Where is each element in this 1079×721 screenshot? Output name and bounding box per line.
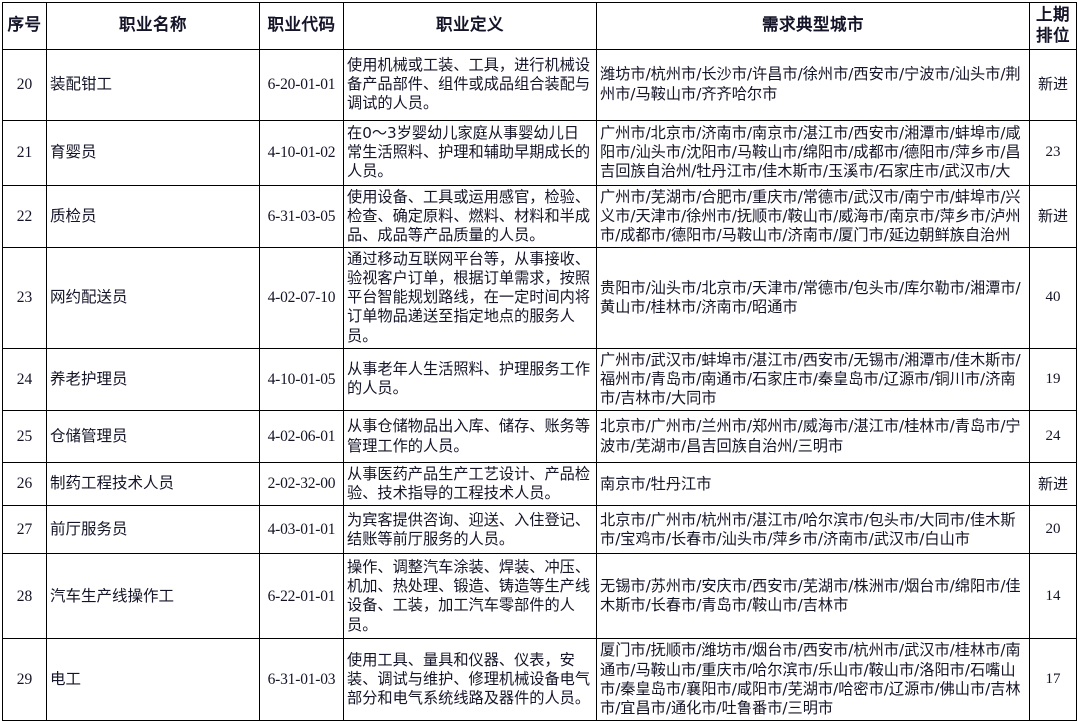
cell-previous-rank: 40 (1029, 246, 1077, 349)
cell-previous-rank: 17 (1029, 638, 1077, 721)
cell-occupation-definition: 操作、调整汽车涂装、焊装、冲压、机加、热处理、锻造、铸造等生产线设备、工装，加工… (343, 553, 597, 640)
cell-occupation-name: 网约配送员 (46, 246, 260, 349)
table-header: 序号 职业名称 职业代码 职业定义 需求典型城市 上期排位 (2, 2, 1077, 50)
cell-occupation-definition: 在0～3岁婴幼儿家庭从事婴幼儿日常生活照料、护理和辅助早期成长的人员。 (343, 119, 597, 186)
cell-demand-cities: 厦门市/抚顺市/潍坊市/烟台市/西安市/杭州市/武汉市/桂林市/南通市/马鞍山市… (596, 638, 1030, 721)
cell-occupation-name: 仓储管理员 (46, 410, 260, 464)
cell-demand-cities: 北京市/广州市/杭州市/湛江市/哈尔滨市/包头市/大同市/佳木斯市/宝鸡市/长春… (596, 505, 1030, 555)
cell-seq: 27 (2, 505, 47, 555)
cell-occupation-definition: 使用设备、工具或运用感官，检验、检查、确定原料、燃料、材料和半成品、成品等产品质… (343, 184, 597, 248)
column-header-definition: 职业定义 (343, 2, 597, 50)
cell-occupation-name: 质检员 (46, 184, 260, 248)
cell-occupation-code: 6-20-01-01 (259, 48, 344, 121)
column-header-name: 职业名称 (46, 2, 260, 50)
cell-seq: 21 (2, 119, 47, 186)
cell-occupation-name: 装配钳工 (46, 48, 260, 121)
table-row: 26 制药工程技术人员 2-02-32-00 从事医药产品生产工艺设计、产品检验、技术… (2, 462, 1077, 507)
cell-demand-cities: 南京市/牡丹江市 (596, 462, 1030, 507)
cell-demand-cities: 广州市/北京市/济南市/南京市/湛江市/西安市/湘潭市/蚌埠市/咸阳市/汕头市/… (596, 119, 1030, 186)
cell-seq: 29 (2, 638, 47, 721)
table-row: 28 汽车生产线操作工 6-22-01-01 操作、调整汽车涂装、焊装、冲压、机加、热… (2, 553, 1077, 640)
cell-occupation-definition: 从事仓储物品出入库、储存、账务等管理工作的人员。 (343, 410, 597, 464)
cell-occupation-definition: 使用机械或工装、工具，进行机械设备产品部件、组件或成品组合装配与调试的人员。 (343, 48, 597, 121)
table-body: 20 装配钳工 6-20-01-01 使用机械或工装、工具，进行机械设备产品部件、组件… (2, 48, 1077, 721)
table-header-row: 序号 职业名称 职业代码 职业定义 需求典型城市 上期排位 (2, 2, 1077, 50)
cell-occupation-code: 4-02-06-01 (259, 410, 344, 464)
table-row: 25 仓储管理员 4-02-06-01 从事仓储物品出入库、储存、账务等管理工作的人员… (2, 410, 1077, 464)
cell-occupation-code: 4-10-01-02 (259, 119, 344, 186)
cell-demand-cities: 潍坊市/杭州市/长沙市/许昌市/徐州市/西安市/宁波市/汕头市/荆州市/马鞍山市… (596, 48, 1030, 121)
cell-occupation-definition: 使用工具、量具和仪器、仪表，安装、调试与维护、修理机械设备电气部分和电气系统线路… (343, 638, 597, 721)
cell-occupation-definition: 为宾客提供咨询、迎送、入住登记、结账等前厅服务的人员。 (343, 505, 597, 555)
cell-previous-rank: 20 (1029, 505, 1077, 555)
cell-occupation-definition: 通过移动互联网平台等，从事接收、验视客户订单，根据订单需求，按照平台智能规划路线… (343, 246, 597, 349)
cell-previous-rank: 14 (1029, 553, 1077, 640)
column-header-code: 职业代码 (259, 2, 344, 50)
column-header-seq: 序号 (2, 2, 47, 50)
cell-occupation-code: 2-02-32-00 (259, 462, 344, 507)
table-row: 29 电工 6-31-01-03 使用工具、量具和仪器、仪表，安装、调试与维护、修理机… (2, 638, 1077, 721)
cell-seq: 22 (2, 184, 47, 248)
table-row: 22 质检员 6-31-03-05 使用设备、工具或运用感官，检验、检查、确定原料、燃… (2, 184, 1077, 248)
cell-occupation-definition: 从事老年人生活照料、护理服务工作的人员。 (343, 347, 597, 412)
cell-seq: 23 (2, 246, 47, 349)
cell-seq: 26 (2, 462, 47, 507)
table-row: 23 网约配送员 4-02-07-10 通过移动互联网平台等，从事接收、验视客户订单，… (2, 246, 1077, 349)
cell-previous-rank: 新进 (1029, 462, 1077, 507)
cell-previous-rank: 23 (1029, 119, 1077, 186)
cell-demand-cities: 北京市/广州市/兰州市/郑州市/威海市/湛江市/桂林市/青岛市/宁波市/芜湖市/… (596, 410, 1030, 464)
cell-occupation-name: 养老护理员 (46, 347, 260, 412)
table-row: 24 养老护理员 4-10-01-05 从事老年人生活照料、护理服务工作的人员。 广州市… (2, 347, 1077, 412)
cell-demand-cities: 贵阳市/汕头市/北京市/天津市/常德市/包头市/库尔勒市/湘潭市/黄山市/桂林市… (596, 246, 1030, 349)
cell-previous-rank: 新进 (1029, 184, 1077, 248)
cell-occupation-name: 育婴员 (46, 119, 260, 186)
cell-occupation-name: 电工 (46, 638, 260, 721)
cell-occupation-code: 6-31-01-03 (259, 638, 344, 721)
table-row: 27 前厅服务员 4-03-01-01 为宾客提供咨询、迎送、入住登记、结账等前厅服务… (2, 505, 1077, 555)
cell-occupation-name: 汽车生产线操作工 (46, 553, 260, 640)
cell-previous-rank: 24 (1029, 410, 1077, 464)
cell-occupation-name: 前厅服务员 (46, 505, 260, 555)
column-header-rank: 上期排位 (1029, 2, 1077, 50)
cell-occupation-code: 4-02-07-10 (259, 246, 344, 349)
cell-seq: 24 (2, 347, 47, 412)
cell-occupation-code: 4-03-01-01 (259, 505, 344, 555)
cell-occupation-name: 制药工程技术人员 (46, 462, 260, 507)
table-row: 20 装配钳工 6-20-01-01 使用机械或工装、工具，进行机械设备产品部件、组件… (2, 48, 1077, 121)
table-row: 21 育婴员 4-10-01-02 在0～3岁婴幼儿家庭从事婴幼儿日常生活照料、护理和… (2, 119, 1077, 186)
cell-previous-rank: 新进 (1029, 48, 1077, 121)
cell-occupation-definition: 从事医药产品生产工艺设计、产品检验、技术指导的工程技术人员。 (343, 462, 597, 507)
cell-seq: 25 (2, 410, 47, 464)
cell-previous-rank: 19 (1029, 347, 1077, 412)
cell-occupation-code: 6-22-01-01 (259, 553, 344, 640)
cell-seq: 28 (2, 553, 47, 640)
cell-demand-cities: 广州市/武汉市/蚌埠市/湛江市/西安市/无锡市/湘潭市/佳木斯市/福州市/青岛市… (596, 347, 1030, 412)
cell-occupation-code: 6-31-03-05 (259, 184, 344, 248)
column-header-cities: 需求典型城市 (596, 2, 1030, 50)
cell-demand-cities: 广州市/芜湖市/合肥市/重庆市/常德市/武汉市/南宁市/蚌埠市/兴义市/天津市/… (596, 184, 1030, 248)
cell-occupation-code: 4-10-01-05 (259, 347, 344, 412)
cell-seq: 20 (2, 48, 47, 121)
cell-demand-cities: 无锡市/苏州市/安庆市/西安市/芜湖市/株洲市/烟台市/绵阳市/佳木斯市/长春市… (596, 553, 1030, 640)
